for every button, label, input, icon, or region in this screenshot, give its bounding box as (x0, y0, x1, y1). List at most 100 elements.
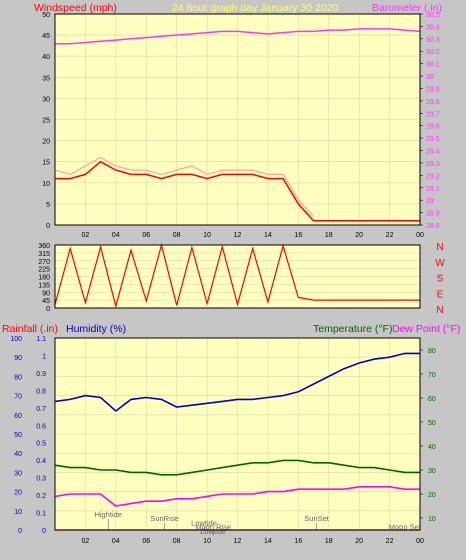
barometer-line (55, 28, 421, 45)
barometer-tick-label: 30.1 (426, 62, 440, 69)
x-tick-label: 20 (355, 232, 363, 239)
x-tick-label: 02 (82, 538, 90, 545)
x-tick-label: 10 (203, 232, 211, 239)
barometer-tick-label: 30.3 (426, 37, 440, 44)
rain-tick-label: 0.7 (36, 406, 46, 413)
humidity-tick-label: 60 (14, 413, 22, 420)
event-label: Lowtide (200, 527, 226, 536)
x-tick-label: 00 (416, 232, 424, 239)
windspeed-tick-label: 30 (42, 96, 50, 103)
temperature-tick-label: 60 (428, 396, 436, 403)
windspeed-tick-label: 45 (42, 33, 50, 40)
windspeed-tick-label: 50 (42, 12, 50, 19)
plot-frame (54, 13, 421, 226)
barometer-tick-label: 30.4 (426, 24, 440, 31)
x-tick-label: 12 (234, 232, 242, 239)
event-label: Moon Rise (195, 523, 231, 532)
humidity-tick-label: 100 (10, 336, 22, 343)
x-tick-label: 22 (386, 538, 394, 545)
compass-label: N (436, 305, 443, 316)
humidity-tick-label: 20 (14, 490, 22, 497)
windspeed-tick-label: 10 (42, 181, 50, 188)
direction-tick-label: 90 (42, 290, 50, 297)
x-tick-label: 14 (264, 232, 272, 239)
barometer-tick-label: 29.9 (426, 86, 440, 93)
humidity-tick-label: 90 (14, 355, 22, 362)
x-tick-label: 10 (203, 538, 211, 545)
temperature-line (54, 459, 420, 476)
humidity-tick-label: 80 (14, 374, 22, 381)
temperature-tick-label: 20 (428, 492, 436, 499)
wind-speed-panel: 0 5 10 15 20 25 30 35 40 45 50 28.8 28.9 29 29.1 29.2 29… (42, 12, 440, 239)
barometer-tick-label: 29.5 (426, 136, 440, 143)
humidity-tick-label: 50 (14, 432, 22, 439)
temperature-tick-label: 70 (428, 372, 436, 379)
rain-tick-label: 0.9 (36, 371, 46, 378)
barometer-tick-label: 30 (426, 74, 434, 81)
dewpoint-line (54, 485, 420, 507)
direction-tick-label: 270 (38, 259, 50, 266)
x-tick-label: 04 (112, 232, 120, 239)
direction-tick-label: 135 (38, 282, 50, 289)
barometer-tick-label: 29.8 (426, 99, 440, 106)
windspeed-tick-label: 40 (42, 54, 50, 61)
event-label: Hightide (94, 510, 122, 519)
compass-label: N (436, 242, 443, 253)
rain-tick-label: 1.1 (36, 336, 46, 343)
barometer-tick-label: 29.7 (426, 111, 440, 118)
windspeed-tick-label: 20 (42, 139, 50, 146)
windspeed-tick-label: 25 (42, 118, 50, 125)
rain-tick-label: 0.4 (36, 458, 46, 465)
barometer-tick-label: 29.6 (426, 124, 440, 131)
humidity-axis-label: Humidity (%) (66, 323, 126, 335)
event-label: Lowtide (191, 518, 217, 527)
temperature-tick-label: 80 (428, 348, 436, 355)
dewpoint-axis-label: Dew Point (°F) (392, 323, 460, 335)
compass-label: W (435, 258, 445, 269)
windspeed-line (55, 160, 420, 222)
rain-tick-label: 1 (42, 353, 46, 360)
barometer-tick-label: 28.8 (426, 223, 440, 230)
humidity-tick-label: 0 (18, 528, 22, 535)
direction-tick-label: 360 (38, 243, 50, 250)
barometer-tick-label: 29 (426, 198, 434, 205)
x-tick-label: 02 (82, 232, 90, 239)
temperature-tick-label: 40 (428, 444, 436, 451)
rainfall-axis-label: Rainfall (.in) (2, 323, 58, 335)
temperature-tick-label: 50 (428, 420, 436, 427)
barometer-axis-label: Barometer (.in) (372, 2, 442, 14)
temperature-tick-label: 30 (428, 468, 436, 475)
barometer-tick-label: 29.3 (426, 161, 440, 168)
direction-tick-label: 225 (38, 267, 50, 274)
x-tick-label: 08 (173, 538, 181, 545)
humidity-temperature-panel: 010203040506070809010000.10.20.30.40.50.… (10, 336, 436, 545)
graph-title: 24 hour graph day January 30 2020 (172, 2, 339, 14)
windspeed-tick-label: 0 (46, 223, 50, 230)
rain-tick-label: 0 (42, 528, 46, 535)
direction-tick-label: 0 (46, 306, 50, 313)
x-tick-label: 06 (142, 232, 150, 239)
humidity-tick-label: 40 (14, 451, 22, 458)
barometer-tick-label: 29.4 (426, 149, 440, 156)
x-tick-label: 18 (325, 538, 333, 545)
direction-tick-label: 180 (38, 275, 50, 282)
direction-tick-label: 45 (42, 298, 50, 305)
x-tick-label: 20 (355, 538, 363, 545)
barometer-tick-label: 30.5 (426, 12, 440, 19)
x-tick-label: 16 (294, 538, 302, 545)
direction-tick-label: 315 (38, 251, 50, 258)
humidity-tick-label: 30 (14, 470, 22, 477)
barometer-tick-label: 30.2 (426, 49, 440, 56)
wind-gust-line (54, 156, 314, 218)
rain-tick-label: 0.3 (36, 476, 46, 483)
humidity-tick-label: 70 (14, 394, 22, 401)
temperature-tick-label: 10 (428, 516, 436, 523)
windspeed-tick-label: 15 (42, 160, 50, 167)
windspeed-tick-label: 5 (46, 202, 50, 209)
x-tick-label: 08 (173, 232, 181, 239)
barometer-tick-label: 28.9 (426, 211, 440, 218)
x-tick-label: 16 (294, 232, 302, 239)
